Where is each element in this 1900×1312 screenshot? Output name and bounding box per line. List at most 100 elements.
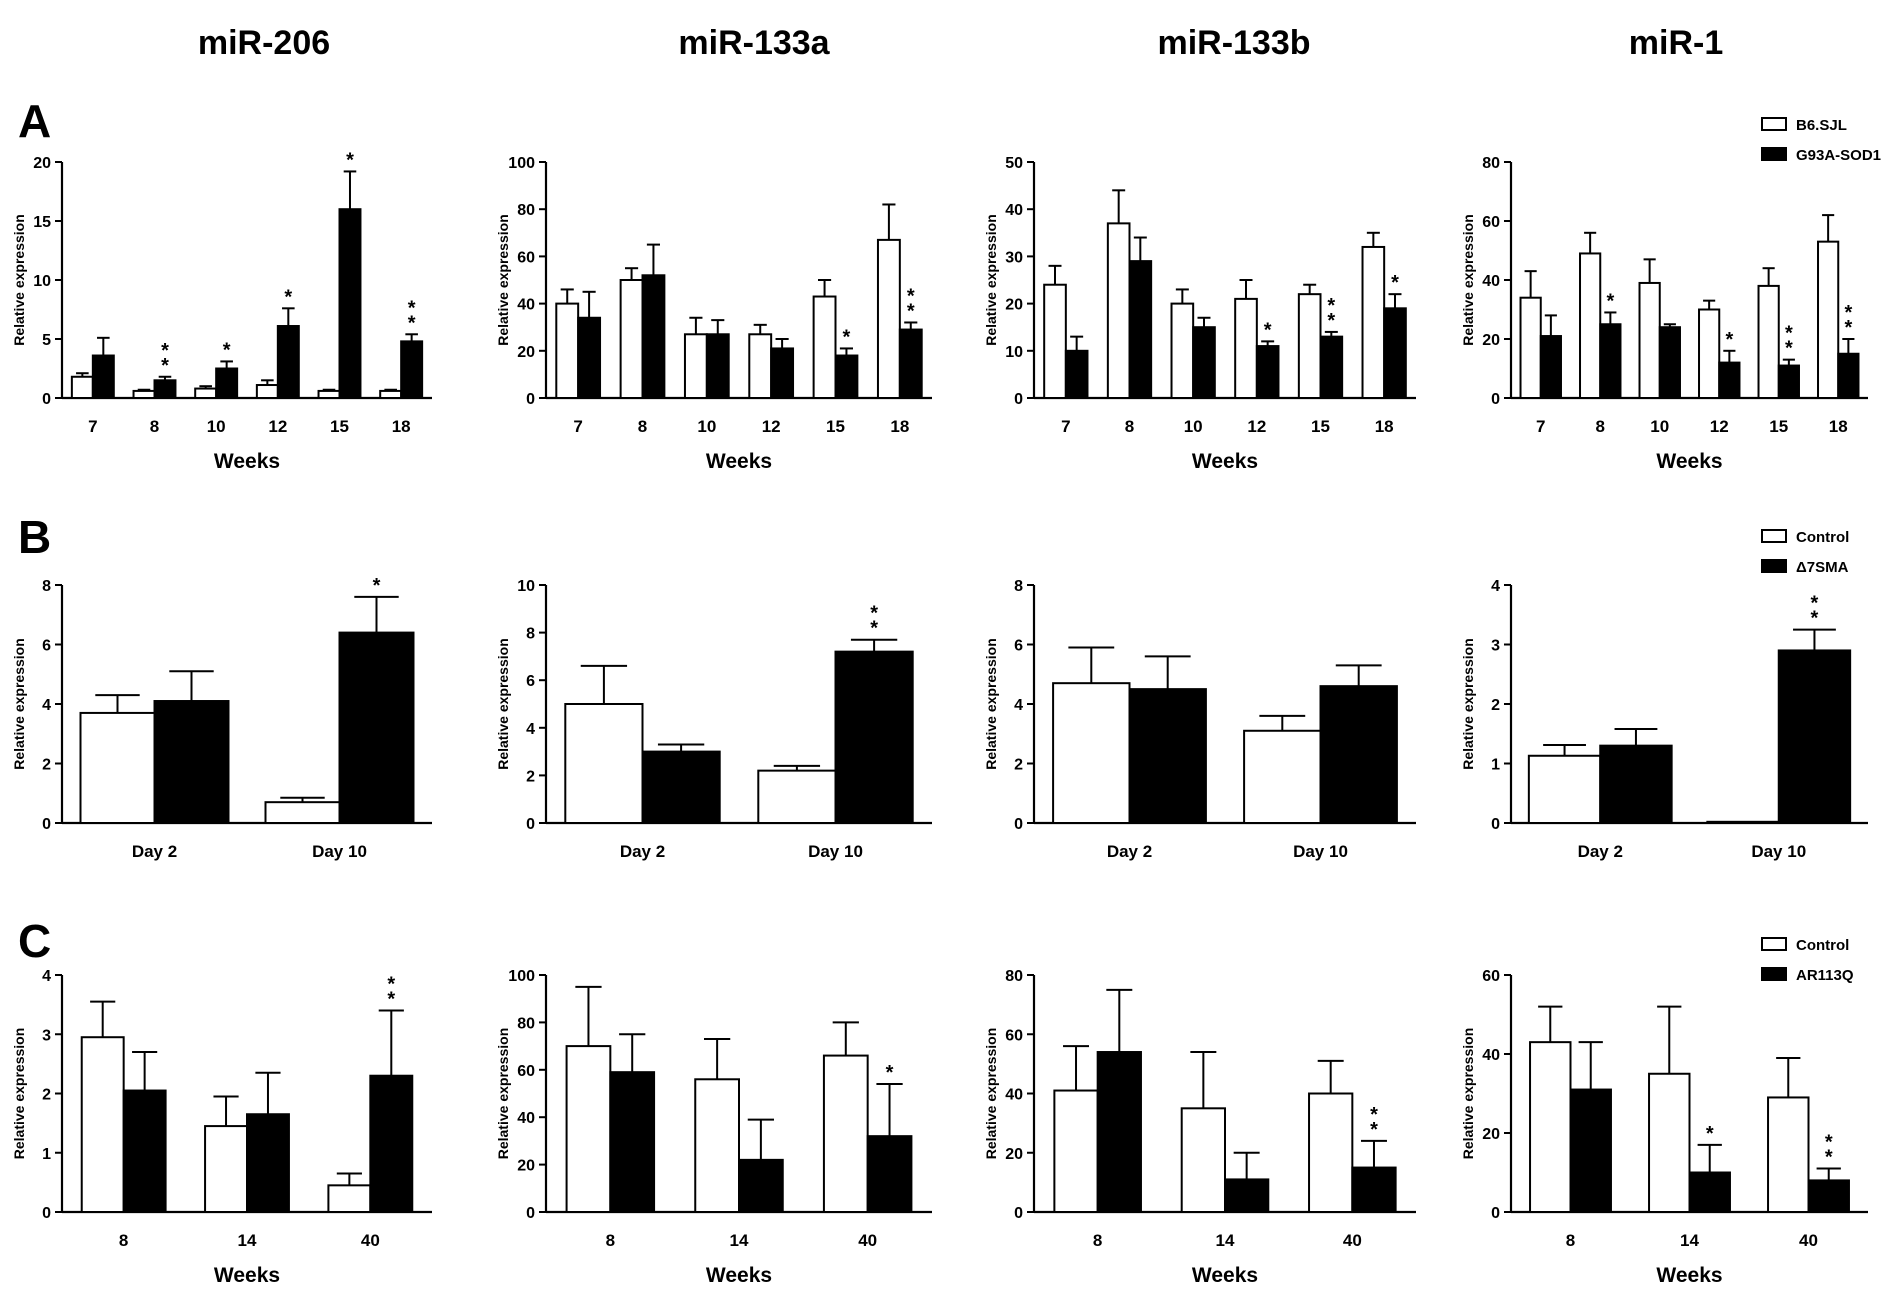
legend-label: B6.SJL [1796, 117, 1847, 134]
b-mir-133a-y-axis-title: Relative expression [495, 638, 511, 770]
c-mir-1-significance-star: * [1706, 1123, 1714, 1145]
c-mir-206-bar-filled [122, 1089, 167, 1213]
c-mir-1-y-tick-label: 60 [1482, 968, 1500, 985]
c-mir-1-x-tick-label: 40 [1799, 1231, 1818, 1250]
a-mir-133a-x-axis-title: Weeks [706, 450, 772, 473]
c-mir-133a-y-tick-label: 100 [508, 968, 535, 985]
legend-swatch-open [1761, 529, 1787, 543]
a-mir-133a-y-tick-label: 20 [517, 344, 535, 361]
c-mir-206-x-axis-title: Weeks [214, 1264, 280, 1287]
b-mir-1-bar-filled [1777, 649, 1852, 825]
a-mir-133a-bar-open [555, 302, 580, 400]
b-mir-133a-y-tick-label: 4 [526, 721, 535, 738]
a-mir-133b-x-tick-label: 12 [1247, 417, 1266, 436]
c-mir-133b-bar-filled [1224, 1178, 1270, 1213]
b-mir-206-y-axis-title: Relative expression [11, 638, 27, 770]
column-title-mir-133a: miR-133a [678, 24, 830, 62]
a-mir-1-bar-open [1757, 284, 1780, 399]
a-mir-133b-bar-filled [1192, 326, 1216, 400]
b-mir-206-x-tick-label: Day 10 [312, 842, 367, 861]
a-mir-133a-x-tick-label: 12 [762, 417, 781, 436]
a-mir-133b-y-tick-label: 20 [1005, 297, 1023, 314]
a-mir-133b-bar-open [1234, 297, 1258, 400]
a-mir-133b-y-axis-title: Relative expression [983, 214, 999, 346]
a-mir-206-y-tick-label: 5 [42, 332, 51, 349]
a-mir-1-y-tick-label: 60 [1482, 214, 1500, 231]
a-mir-133b-x-tick-label: 15 [1311, 417, 1330, 436]
c-mir-206-bar-filled [246, 1113, 290, 1214]
b-mir-133b-y-tick-label: 8 [1014, 578, 1023, 595]
b-mir-206-bar-open [79, 711, 156, 824]
b-mir-1-y-axis-title: Relative expression [1460, 638, 1476, 770]
b-mir-1-x-tick-label: Day 2 [1578, 842, 1623, 861]
a-mir-133b-bar-filled [1255, 345, 1280, 399]
a-mir-133a-bar-filled [705, 333, 730, 399]
b-mir-133a-significance-star: * [870, 603, 878, 625]
a-mir-1-bar-open [1579, 252, 1602, 399]
legend-swatch-open [1761, 117, 1787, 131]
a-mir-1-x-tick-label: 7 [1536, 417, 1545, 436]
b-mir-206-y-tick-label: 0 [42, 816, 51, 833]
a-mir-133a-significance-star: * [907, 300, 915, 322]
a-mir-133b-bar-open [1106, 222, 1131, 399]
c-mir-133a-x-axis-title: Weeks [706, 1264, 772, 1287]
c-mir-133b-y-tick-label: 20 [1005, 1146, 1023, 1163]
a-mir-133b-x-tick-label: 18 [1375, 417, 1394, 436]
c-mir-1-y-tick-label: 20 [1482, 1126, 1500, 1143]
a-mir-1-significance-star: * [1844, 302, 1852, 324]
a-mir-133a-bar-filled [577, 316, 602, 400]
a-mir-133a-x-tick-label: 18 [890, 417, 909, 436]
a-mir-1-x-tick-label: 15 [1769, 417, 1788, 436]
b-mir-1-y-tick-label: 1 [1491, 757, 1500, 774]
b-mir-133a-x-tick-label: Day 10 [808, 842, 863, 861]
a-mir-206-significance-star: * [408, 297, 416, 319]
a-mir-133b-x-tick-label: 10 [1184, 417, 1203, 436]
c-mir-133b-bar-filled [1351, 1166, 1397, 1213]
c-mir-133b-y-tick-label: 40 [1005, 1087, 1023, 1104]
a-mir-1-significance-star: * [1606, 290, 1614, 312]
a-mir-206-bar-filled [400, 340, 424, 399]
a-mir-206-significance-star: * [161, 355, 169, 377]
a-mir-206-bar-open [317, 389, 341, 400]
a-mir-206-x-tick-label: 12 [268, 417, 287, 436]
column-title-mir-206: miR-206 [197, 24, 331, 62]
b-mir-206-significance-star: * [373, 575, 381, 597]
a-mir-206-x-tick-label: 7 [88, 417, 97, 436]
c-mir-206-significance-star: * [387, 989, 395, 1011]
a-mir-1-x-tick-label: 10 [1650, 417, 1669, 436]
b-mir-133b-x-tick-label: Day 2 [1107, 842, 1152, 861]
a-mir-206-y-tick-label: 0 [42, 391, 51, 408]
c-mir-133b-significance-star: * [1370, 1104, 1378, 1126]
a-mir-133a-bar-open [683, 333, 708, 399]
a-mir-133a-significance-star: * [843, 326, 851, 348]
a-mir-133a-y-tick-label: 0 [526, 391, 535, 408]
a-mir-206-significance-star: * [161, 340, 169, 362]
c-mir-133b-bar-open [1053, 1089, 1099, 1213]
c-mir-133a-y-tick-label: 60 [517, 1063, 535, 1080]
c-mir-206-y-tick-label: 1 [42, 1146, 51, 1163]
c-mir-1-x-axis-title: Weeks [1656, 1264, 1722, 1287]
c-mir-133a-bar-open [565, 1045, 612, 1213]
legend-label: Control [1796, 937, 1849, 954]
a-mir-133b-y-tick-label: 10 [1005, 344, 1023, 361]
a-mir-206-bar-filled [91, 354, 115, 399]
b-mir-206-y-tick-label: 4 [42, 697, 51, 714]
a-mir-206-bar-filled [276, 325, 300, 399]
b-mir-206-x-tick-label: Day 2 [132, 842, 177, 861]
c-mir-133a-bar-filled [866, 1135, 913, 1214]
b-mir-133a-y-tick-label: 6 [526, 673, 535, 690]
a-mir-133a-bar-open [876, 238, 901, 399]
a-mir-206-bar-filled [338, 208, 362, 399]
c-mir-133a-y-axis-title: Relative expression [495, 1028, 511, 1160]
b-mir-133a-y-tick-label: 2 [526, 768, 535, 785]
a-mir-1-significance-star: * [1785, 338, 1793, 360]
a-mir-1-bar-filled [1539, 335, 1562, 399]
a-mir-206-bar-filled [215, 367, 239, 399]
a-mir-133b-x-tick-label: 7 [1061, 417, 1070, 436]
a-mir-1-bar-filled [1599, 323, 1622, 399]
a-mir-206-significance-star: * [284, 286, 292, 308]
c-mir-206-bar-open [204, 1125, 248, 1214]
a-mir-206-significance-star: * [223, 339, 231, 361]
a-mir-133b-x-tick-label: 8 [1125, 417, 1134, 436]
